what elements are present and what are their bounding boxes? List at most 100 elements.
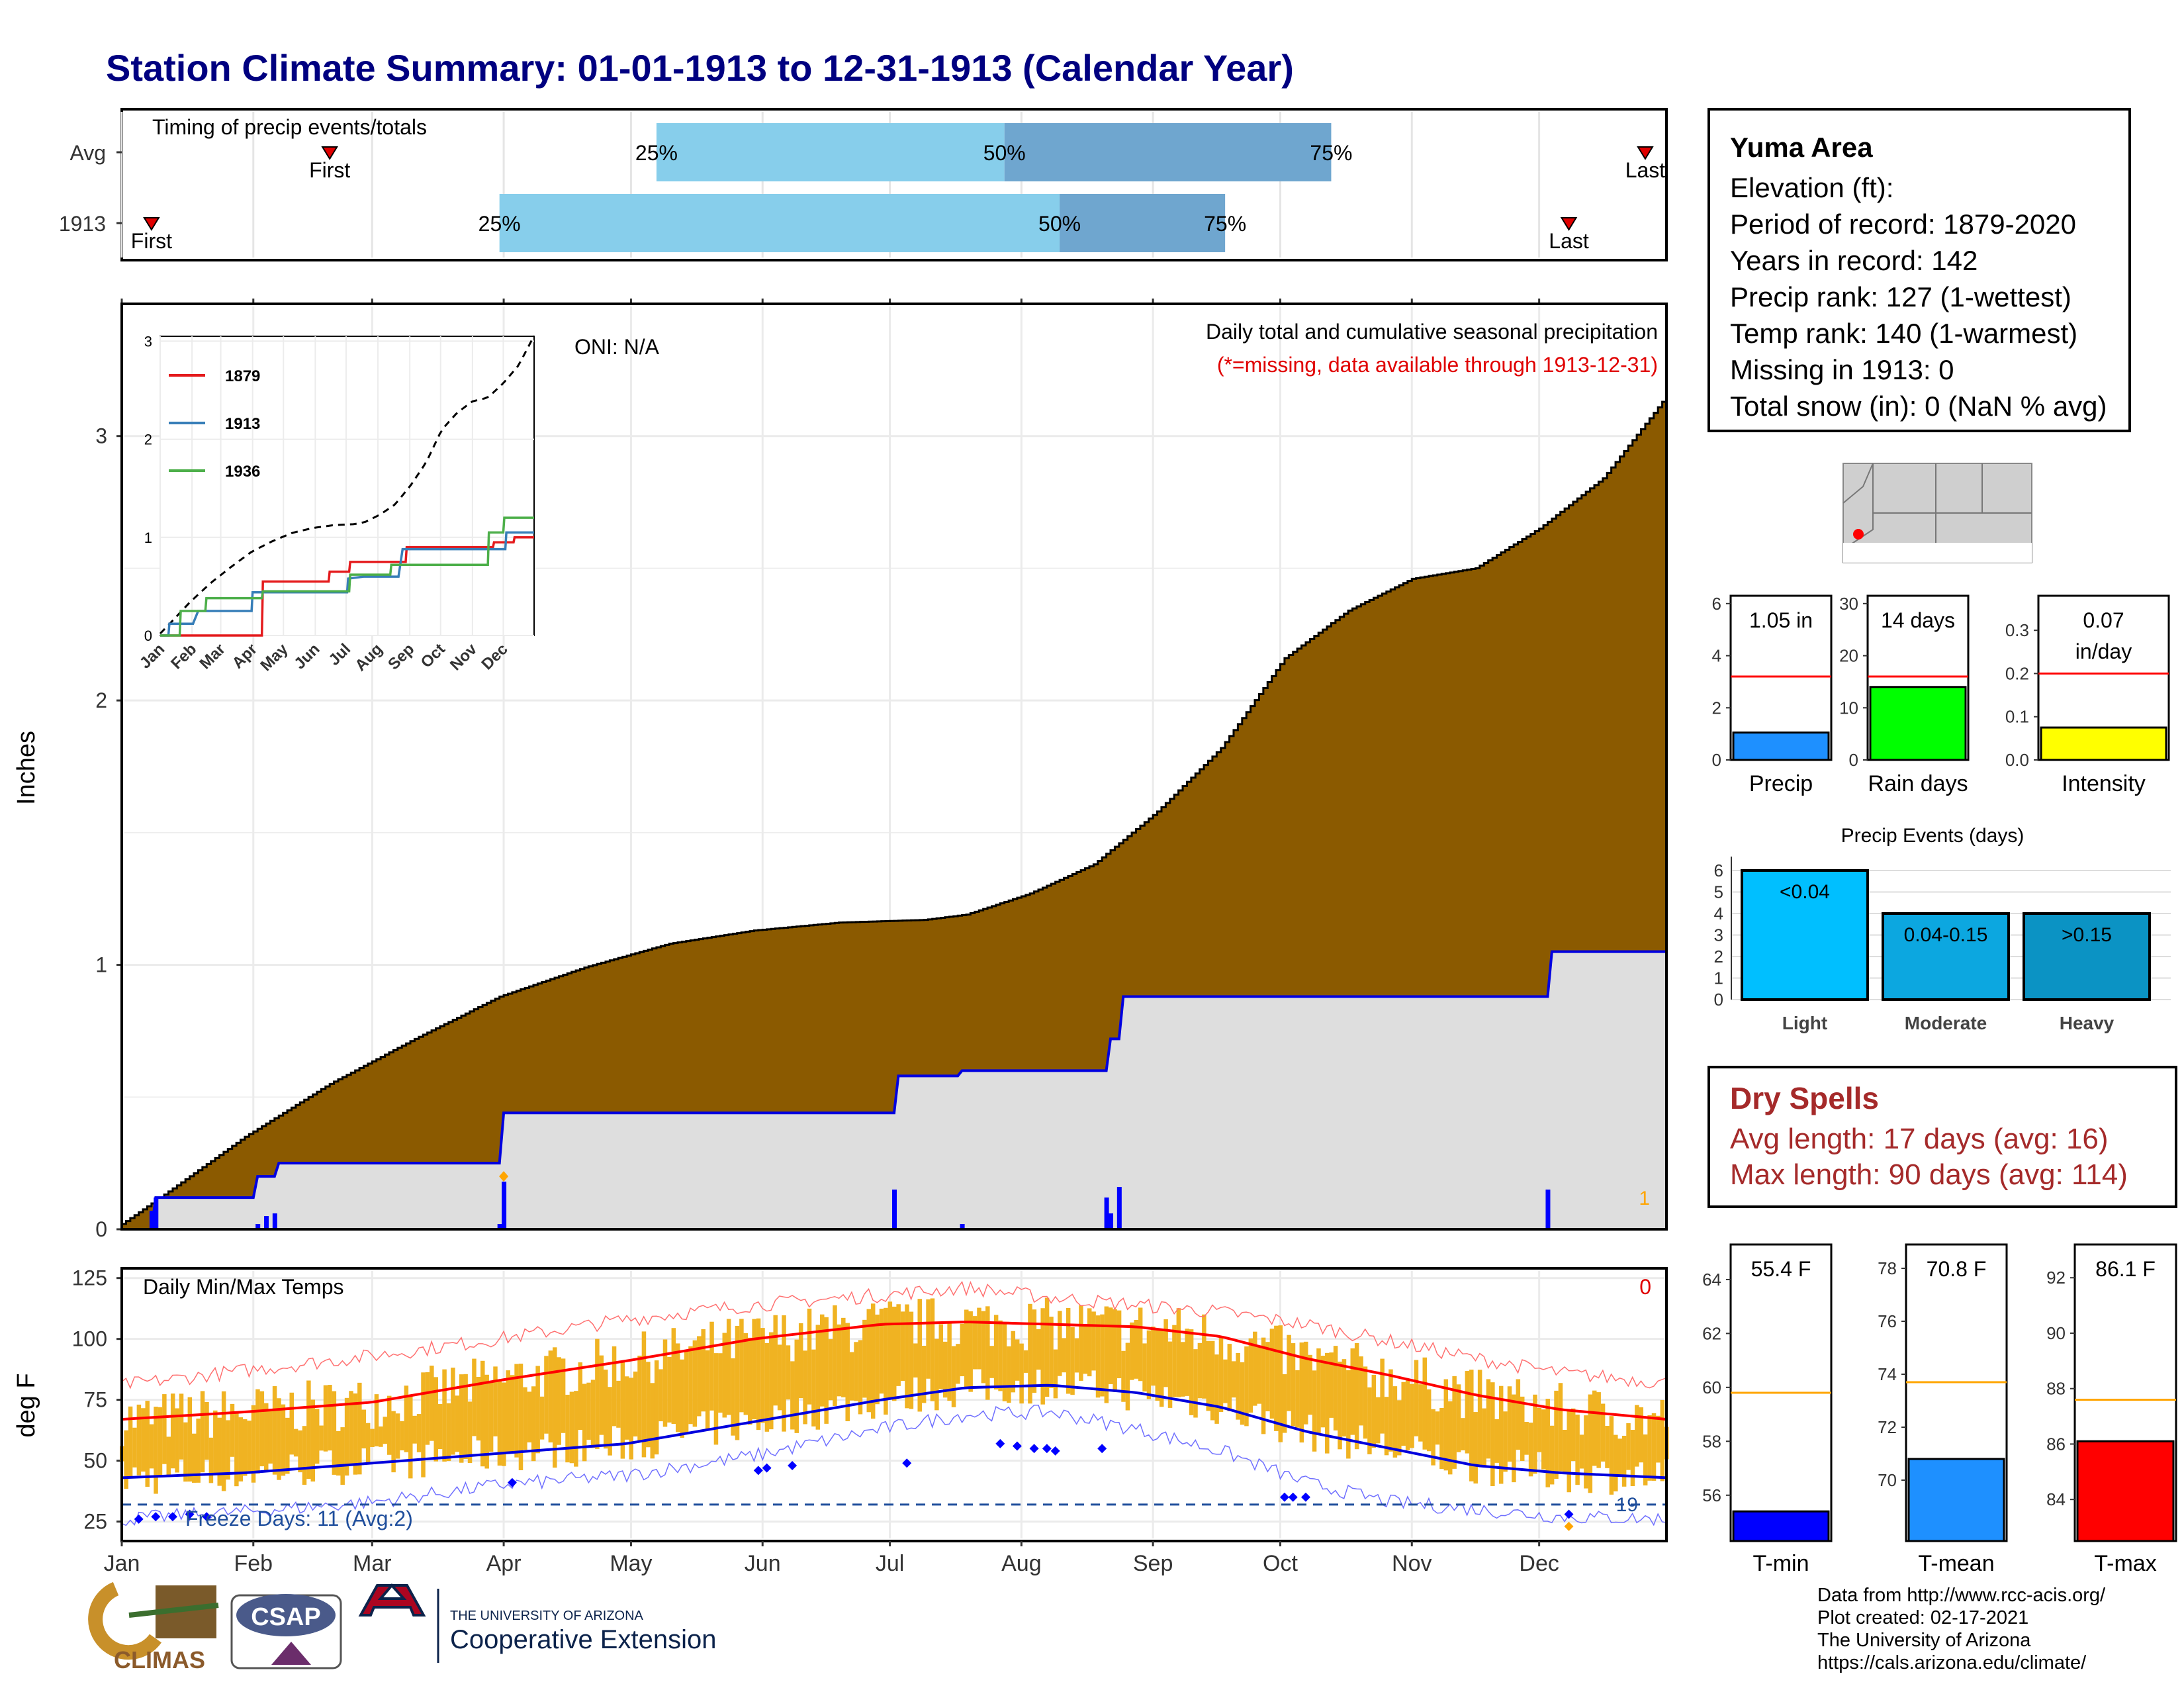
daily-temp-bar	[1507, 1386, 1512, 1462]
daily-temp-bar	[1287, 1335, 1291, 1411]
daily-temp-bar	[1388, 1369, 1393, 1452]
summary-bar-fill	[2040, 726, 2167, 761]
record-low-marker	[1288, 1492, 1298, 1502]
inset-ytick: 3	[144, 333, 152, 350]
temp-bar-label: T-max	[2094, 1551, 2156, 1576]
month-label: Nov	[1392, 1551, 1432, 1576]
daily-temp-bar	[760, 1328, 765, 1423]
temp-ytick: 75	[83, 1388, 107, 1412]
daily-temp-bar	[1062, 1338, 1066, 1373]
daily-temp-bar	[675, 1343, 680, 1432]
daily-temp-bar	[854, 1342, 858, 1401]
station-precip-rank: Precip rank: 127 (1-wettest)	[1730, 281, 2071, 312]
daily-temp-bar	[862, 1319, 867, 1398]
daily-temp-bar	[662, 1339, 668, 1427]
daily-temp-bar	[819, 1314, 825, 1407]
summary-bar-fill	[1869, 686, 1967, 761]
daily-temp-bar	[921, 1346, 927, 1403]
daily-temp-bar	[1236, 1352, 1240, 1420]
year-cumulative-line	[122, 950, 1666, 1231]
temp-bar-ytick: 76	[1878, 1311, 1897, 1331]
daily-temp-bar	[416, 1414, 422, 1452]
daily-temp-bar	[667, 1356, 672, 1423]
record-low-marker	[151, 1512, 161, 1522]
station-temp-rank: Temp rank: 140 (1-warmest)	[1730, 318, 2078, 349]
temp-bar-label: T-min	[1753, 1551, 1809, 1576]
credit-line: https://cals.arizona.edu/climate/	[1817, 1652, 2087, 1673]
temp-bar-ytick: 62	[1702, 1323, 1721, 1343]
daily-temp-bar	[553, 1347, 557, 1468]
record-low-marker	[185, 1509, 195, 1519]
daily-temp-bar	[764, 1342, 770, 1432]
daily-temp-bar	[709, 1321, 714, 1411]
freeze-right-value: 19	[1616, 1494, 1638, 1516]
daily-temp-bar	[1138, 1307, 1143, 1382]
dry-spells-title: Dry Spells	[1730, 1081, 1879, 1115]
csap-cloud	[236, 1594, 336, 1636]
daily-temp-bar	[484, 1374, 489, 1469]
inset-ytick: 1	[144, 530, 152, 546]
daily-temp-bar	[1503, 1411, 1508, 1472]
daily-temp-bar	[162, 1394, 167, 1464]
timing-last-marker	[1637, 146, 1654, 160]
daily-precip-bar	[497, 1224, 502, 1229]
daily-temp-bar	[1227, 1344, 1232, 1411]
daily-temp-bar	[1380, 1358, 1385, 1434]
daily-temp-bar	[1541, 1409, 1546, 1470]
summary-bar-fill	[1732, 731, 1830, 761]
daily-temp-bar	[1176, 1308, 1181, 1397]
daily-temp-bar	[1584, 1415, 1588, 1489]
climas-logo: CLIMAS	[88, 1581, 219, 1673]
daily-temp-bar	[1011, 1331, 1016, 1393]
daily-temp-bar	[1367, 1387, 1372, 1454]
temp-bar-ytick: 74	[1878, 1364, 1897, 1384]
daily-temp-bar	[421, 1372, 426, 1477]
daily-temp-bar	[1197, 1342, 1203, 1399]
daily-temp-bar	[773, 1315, 778, 1406]
precip-ytick: 0	[95, 1217, 107, 1241]
daily-temp-bar	[1570, 1408, 1576, 1462]
daily-temp-bar	[535, 1366, 540, 1454]
daily-temp-bar	[964, 1309, 969, 1387]
daily-temp-bar	[747, 1337, 752, 1425]
record-low-marker	[1564, 1509, 1574, 1519]
daily-temp-bar	[514, 1364, 519, 1458]
daily-temp-bar	[497, 1381, 502, 1466]
daily-temp-bar	[353, 1393, 358, 1475]
summary-bar-value-unit: in/day	[2075, 639, 2132, 663]
daily-temp-bar	[659, 1369, 663, 1422]
daily-temp-bar	[752, 1319, 756, 1420]
summary-bar-ytick: 0.3	[2005, 620, 2029, 640]
summary-bar-ytick: 0.0	[2005, 750, 2029, 770]
daily-temp-bar	[1346, 1370, 1351, 1459]
daily-temp-bar	[1214, 1354, 1219, 1424]
daily-temp-bar	[798, 1323, 803, 1399]
daily-temp-bar	[1278, 1325, 1283, 1442]
station-missing: Missing in 1913: 0	[1730, 354, 1954, 385]
month-label: Jul	[876, 1551, 904, 1576]
daily-temp-bar	[1125, 1342, 1130, 1411]
daily-temp-bar	[688, 1346, 693, 1425]
record-low-marker	[167, 1512, 177, 1522]
temp-panel: 25 50 75 100 125 Daily Min/Max Temps 0 Freez…	[13, 1266, 1669, 1576]
station-info-box: Yuma Area Elevation (ft): Period of reco…	[1707, 108, 2131, 432]
daily-temp-bar	[1308, 1354, 1312, 1415]
events-ytick: 1	[1714, 968, 1723, 988]
daily-temp-bar	[226, 1420, 230, 1480]
daily-temp-bar	[608, 1387, 612, 1456]
daily-temp-bar	[349, 1391, 353, 1466]
daily-temp-bar	[718, 1353, 723, 1413]
temp-bar-ytick: 78	[1878, 1258, 1897, 1278]
summary-bar-ytick: 0	[1712, 750, 1721, 770]
precip-ytick: 1	[95, 953, 107, 977]
temp-bar-fill	[1732, 1510, 1830, 1542]
daily-temp-bar	[1443, 1379, 1449, 1471]
daily-temp-bar	[803, 1350, 807, 1425]
daily-temp-bar	[909, 1311, 914, 1409]
daily-temp-bar	[1058, 1311, 1062, 1376]
daily-temp-bar	[221, 1391, 226, 1491]
climas-text: CLIMAS	[114, 1646, 205, 1673]
credit-line: Data from http://www.rcc-acis.org/	[1817, 1585, 2106, 1606]
daily-temp-bar	[1575, 1414, 1580, 1485]
daily-temp-bar	[595, 1338, 600, 1449]
